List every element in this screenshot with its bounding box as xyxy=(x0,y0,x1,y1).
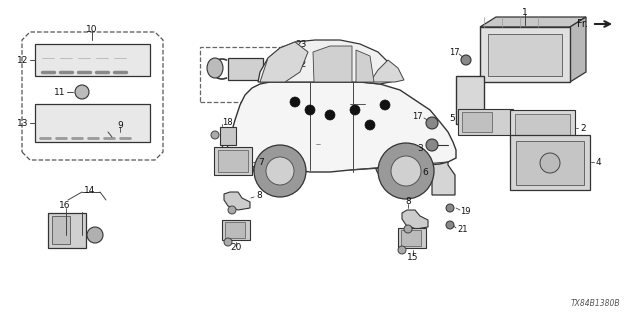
Circle shape xyxy=(325,110,335,120)
Polygon shape xyxy=(260,42,308,82)
Text: Fr.: Fr. xyxy=(577,19,588,29)
Text: 17: 17 xyxy=(449,47,460,57)
Bar xyxy=(220,127,236,145)
Text: 20: 20 xyxy=(230,244,242,252)
Circle shape xyxy=(350,105,360,115)
Bar xyxy=(222,220,250,240)
Text: 17: 17 xyxy=(412,111,423,121)
Circle shape xyxy=(391,156,421,186)
Text: 23: 23 xyxy=(295,39,307,49)
Text: 2: 2 xyxy=(580,124,586,132)
Polygon shape xyxy=(480,17,586,27)
Polygon shape xyxy=(432,145,455,195)
Polygon shape xyxy=(356,50,374,82)
Bar xyxy=(510,110,575,145)
Text: 7: 7 xyxy=(258,157,264,166)
Bar xyxy=(515,114,570,142)
Polygon shape xyxy=(570,17,586,82)
Bar xyxy=(516,141,584,185)
Bar xyxy=(35,44,150,76)
Bar xyxy=(35,104,150,142)
Polygon shape xyxy=(224,192,250,210)
Bar xyxy=(218,150,248,172)
Bar xyxy=(401,230,421,246)
Polygon shape xyxy=(222,82,456,172)
Bar xyxy=(398,228,426,248)
Bar xyxy=(225,222,245,238)
Text: 12: 12 xyxy=(17,55,28,65)
Circle shape xyxy=(426,139,438,151)
Circle shape xyxy=(211,131,219,139)
Text: 6: 6 xyxy=(422,167,428,177)
Bar xyxy=(228,58,263,80)
Ellipse shape xyxy=(207,58,223,78)
Text: 18: 18 xyxy=(222,117,232,126)
Circle shape xyxy=(228,206,236,214)
Bar xyxy=(456,76,484,124)
Circle shape xyxy=(398,246,406,254)
Text: 1: 1 xyxy=(522,7,528,17)
Text: 8: 8 xyxy=(256,190,262,199)
Text: 4: 4 xyxy=(596,157,602,166)
Text: 14: 14 xyxy=(84,186,96,195)
Circle shape xyxy=(404,225,412,233)
Text: 9: 9 xyxy=(117,121,123,130)
Circle shape xyxy=(446,221,454,229)
Text: 22: 22 xyxy=(295,60,307,68)
Bar xyxy=(48,213,86,248)
Text: TX84B1380B: TX84B1380B xyxy=(570,299,620,308)
Circle shape xyxy=(305,105,315,115)
Bar xyxy=(480,27,570,82)
Bar xyxy=(462,112,492,132)
Circle shape xyxy=(290,97,300,107)
Bar xyxy=(458,109,513,135)
Polygon shape xyxy=(402,210,428,229)
Text: 10: 10 xyxy=(86,25,98,34)
Text: 8: 8 xyxy=(405,197,411,206)
Circle shape xyxy=(365,120,375,130)
Text: 13: 13 xyxy=(17,118,28,127)
Polygon shape xyxy=(110,131,130,142)
Text: 21: 21 xyxy=(457,226,467,235)
Text: 16: 16 xyxy=(60,201,71,210)
Circle shape xyxy=(380,100,390,110)
Bar xyxy=(488,34,562,76)
Circle shape xyxy=(87,227,103,243)
Bar xyxy=(200,47,310,102)
Text: 11: 11 xyxy=(54,87,65,97)
Text: 5: 5 xyxy=(449,114,455,123)
Circle shape xyxy=(75,85,89,99)
Circle shape xyxy=(461,55,471,65)
Bar xyxy=(510,135,590,190)
Circle shape xyxy=(266,157,294,185)
Polygon shape xyxy=(370,60,404,82)
Circle shape xyxy=(224,238,232,246)
Circle shape xyxy=(446,204,454,212)
Bar xyxy=(52,216,70,244)
Circle shape xyxy=(540,153,560,173)
Polygon shape xyxy=(258,40,400,84)
Polygon shape xyxy=(313,46,352,82)
Circle shape xyxy=(426,117,438,129)
Text: 19: 19 xyxy=(460,207,470,217)
Circle shape xyxy=(378,143,434,199)
Bar xyxy=(214,147,252,175)
Text: 15: 15 xyxy=(407,252,419,261)
Circle shape xyxy=(254,145,306,197)
Text: 3: 3 xyxy=(417,143,423,153)
